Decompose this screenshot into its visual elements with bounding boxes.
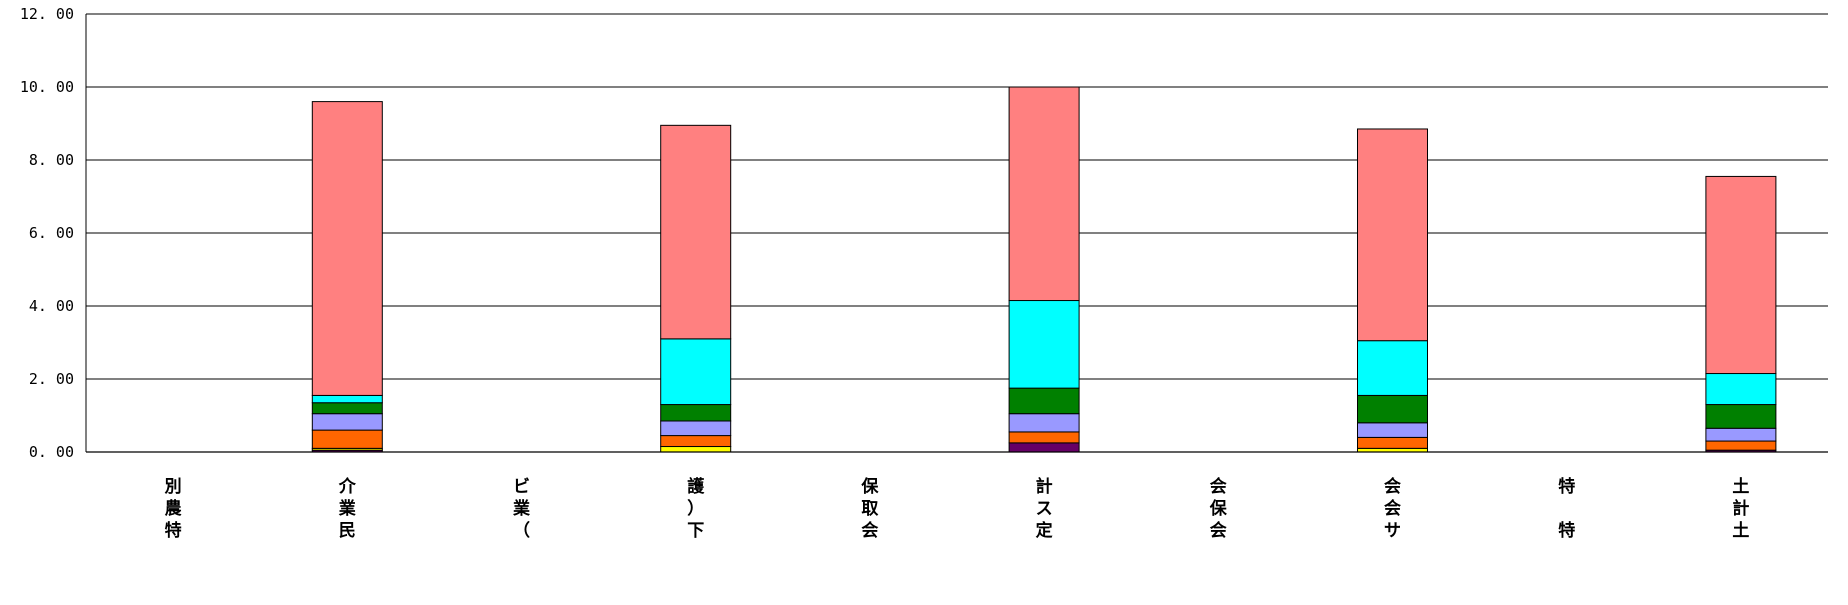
- x-tick-label: ビ業（: [513, 477, 530, 541]
- x-tick-label: 会会サ: [1384, 476, 1401, 541]
- x-tick-label: 土計土: [1732, 476, 1749, 541]
- y-tick-label: 2. 00: [29, 370, 74, 388]
- bar-segment: [311, 394, 383, 404]
- x-tick-label: 会保会: [1209, 476, 1228, 541]
- y-tick-label: 12. 00: [20, 5, 74, 23]
- bar-segment: [1357, 128, 1428, 342]
- y-tick-label: 10. 00: [20, 78, 74, 96]
- bar-segment: [1008, 86, 1080, 302]
- bar-segment: [1705, 404, 1777, 429]
- bar-segment: [1705, 373, 1777, 406]
- y-tick-label: 4. 00: [29, 297, 74, 315]
- bar-segment: [311, 101, 383, 396]
- bar-segment: [1008, 413, 1080, 433]
- x-tick-label: 護）下: [687, 476, 705, 541]
- bar-segment: [1357, 422, 1428, 438]
- bar-segment: [1705, 440, 1777, 451]
- bar-segment: [660, 404, 732, 422]
- bar-segment: [660, 435, 732, 448]
- bar-segment: [660, 446, 732, 453]
- bar-segment: [1008, 300, 1080, 389]
- bar-segment: [660, 420, 732, 437]
- bar-segment: [1705, 175, 1777, 375]
- y-axis: 0. 00 2. 00 4. 00 6. 00 8. 00 10. 00 12. 00: [20, 5, 87, 461]
- bar-segment: [1357, 436, 1428, 449]
- y-tick-label: 0. 00: [29, 443, 74, 461]
- bar-segment: [311, 429, 383, 449]
- bar-segment: [1008, 387, 1080, 415]
- bar-segment: [1008, 431, 1080, 444]
- bar-segment: [1705, 427, 1777, 442]
- bar-segment: [311, 402, 383, 415]
- y-tick-label: 8. 00: [29, 151, 74, 169]
- bar-segment: [660, 338, 732, 406]
- bar-segment: [660, 124, 732, 340]
- x-tick-label: 計ス定: [1036, 476, 1053, 541]
- x-tick-label: 別農特: [164, 477, 182, 541]
- x-tick-label: 介業民: [338, 476, 357, 541]
- y-tick-label: 6. 00: [29, 224, 74, 242]
- bars: [311, 86, 1777, 453]
- bar-segment: [1008, 442, 1080, 453]
- bar-segment: [311, 413, 383, 431]
- x-axis: 別農特 介業民 ビ業（ 護）下 保取会 計ス定 会保会 会会サ 特特 土計土: [86, 451, 1828, 541]
- x-tick-label: 特特: [1558, 476, 1575, 541]
- bar-segment: [1357, 394, 1428, 424]
- x-tick-label: 保取会: [860, 476, 879, 541]
- bar-segment: [1357, 340, 1428, 396]
